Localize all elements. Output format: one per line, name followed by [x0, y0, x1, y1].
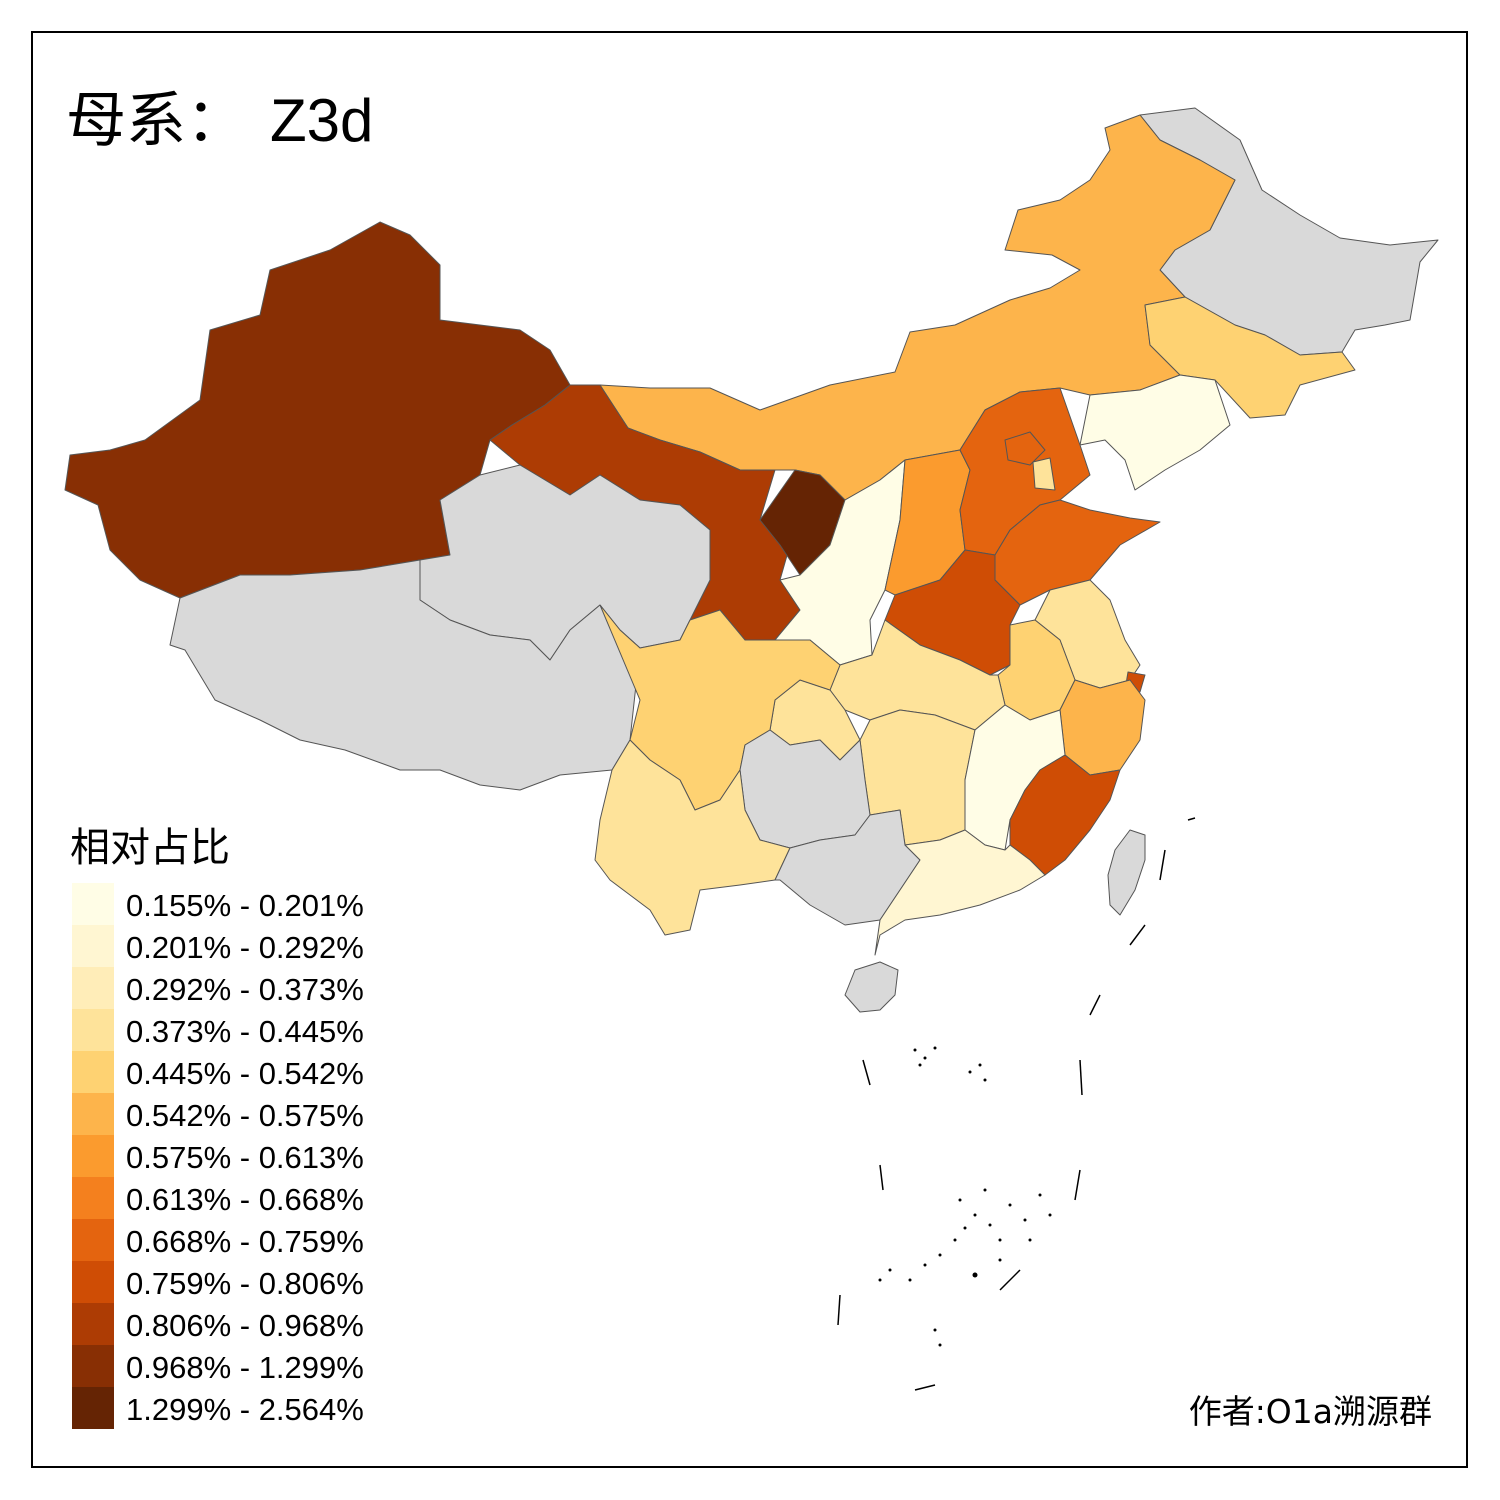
region-guangdong: [874, 829, 1046, 956]
legend-label: 0.613% - 0.668%: [126, 1182, 364, 1217]
legend-label: 0.542% - 0.575%: [126, 1098, 364, 1133]
legend-swatch: [72, 883, 114, 925]
region-liaoning: [1079, 374, 1231, 491]
author-credit: 作者:O1a溯源群: [1188, 1392, 1432, 1431]
title-haplogroup: Z3d: [270, 87, 374, 154]
legend-label: 0.575% - 0.613%: [126, 1140, 364, 1175]
region-tianjin: [1032, 457, 1056, 491]
legend-swatch: [72, 1261, 114, 1303]
legend-swatch: [72, 1387, 114, 1429]
legend-label: 0.445% - 0.542%: [126, 1056, 364, 1091]
legend-label: 0.759% - 0.806%: [126, 1266, 364, 1301]
legend-swatch: [72, 1093, 114, 1135]
legend-label: 0.201% - 0.292%: [126, 930, 364, 965]
legend-swatch: [72, 1135, 114, 1177]
region-taiwan: [1107, 829, 1146, 916]
legend-swatch: [72, 1051, 114, 1093]
legend-swatch: [72, 925, 114, 967]
legend-swatch: [72, 967, 114, 1009]
region-beijing: [1004, 431, 1046, 466]
title-prefix: 母系：: [66, 86, 246, 156]
legend-swatch: [72, 1177, 114, 1219]
legend-label: 0.668% - 0.759%: [126, 1224, 364, 1259]
legend-label: 1.299% - 2.564%: [126, 1392, 364, 1427]
legend-label: 0.968% - 1.299%: [126, 1350, 364, 1385]
region-tibet: [169, 559, 641, 791]
legend-label: 0.806% - 0.968%: [126, 1308, 364, 1343]
legend-swatch: [72, 1303, 114, 1345]
region-inner-mongolia: [599, 114, 1236, 501]
region-hainan: [844, 961, 899, 1013]
map-frame: [31, 31, 1468, 1468]
legend-swatch: [72, 1009, 114, 1051]
legend-swatch: [72, 1219, 114, 1261]
legend-label: 0.292% - 0.373%: [126, 972, 364, 1007]
legend-swatch: [72, 1345, 114, 1387]
legend-title: 相对占比: [70, 825, 230, 871]
region-jilin: [1144, 296, 1356, 419]
map-title: 母系： Z3d: [66, 72, 373, 159]
south-sea-islands: [837, 817, 1196, 1391]
scattered-islets: [878, 1046, 1052, 1347]
legend-label: 0.155% - 0.201%: [126, 888, 364, 923]
legend-label: 0.373% - 0.445%: [126, 1014, 364, 1049]
